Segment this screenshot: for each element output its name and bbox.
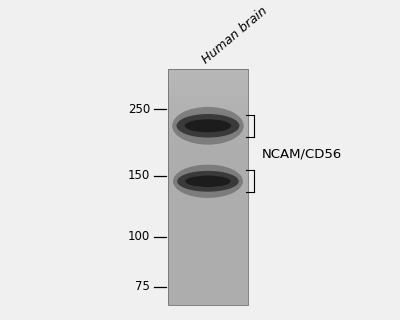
Text: NCAM/CD56: NCAM/CD56 xyxy=(262,147,342,160)
Text: 150: 150 xyxy=(128,169,150,182)
Ellipse shape xyxy=(185,119,231,132)
Ellipse shape xyxy=(176,114,240,138)
Text: Human brain: Human brain xyxy=(200,4,270,66)
Bar xyxy=(168,69,248,305)
Text: 100: 100 xyxy=(128,230,150,243)
Ellipse shape xyxy=(172,107,244,145)
Ellipse shape xyxy=(185,176,231,187)
Text: 250: 250 xyxy=(128,103,150,116)
Ellipse shape xyxy=(177,171,239,192)
Ellipse shape xyxy=(173,164,243,198)
Text: 75: 75 xyxy=(136,280,150,293)
